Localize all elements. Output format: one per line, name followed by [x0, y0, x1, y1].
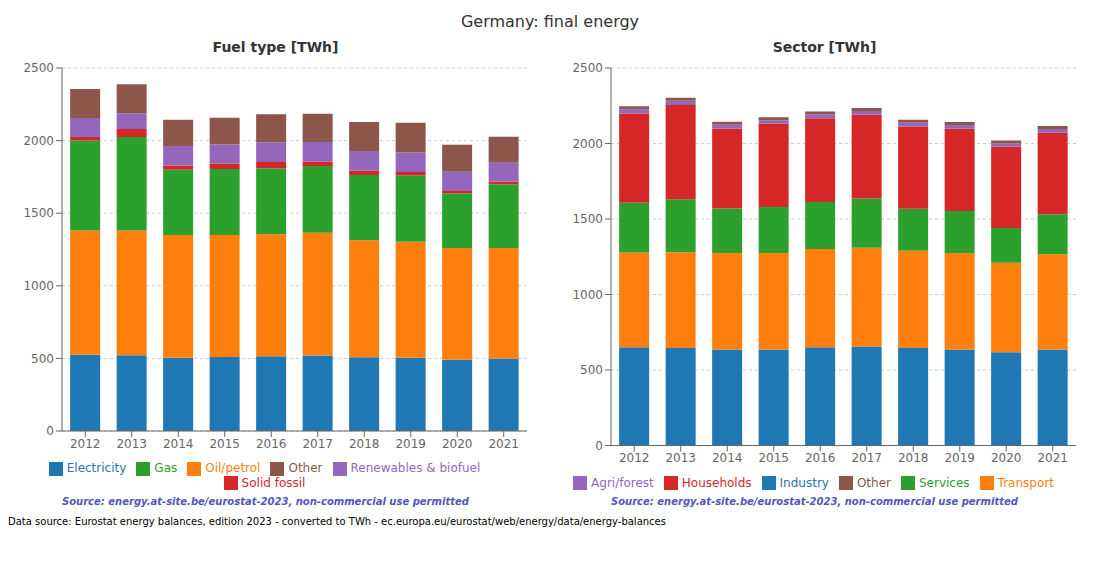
- svg-text:1000: 1000: [572, 288, 603, 302]
- svg-text:1000: 1000: [23, 279, 54, 293]
- svg-text:2500: 2500: [23, 61, 54, 75]
- html-text:Services: Services: [919, 475, 970, 490]
- svg-text:2020: 2020: [991, 451, 1022, 465]
- svg-text:2012: 2012: [619, 451, 650, 465]
- html-text:Gas: Gas: [154, 461, 178, 475]
- html-text:Transport: Transport: [997, 475, 1054, 490]
- svg-text:2017: 2017: [302, 437, 333, 451]
- svg-text:2019: 2019: [944, 451, 975, 465]
- svg-text:2015: 2015: [758, 451, 789, 465]
- html-text:Other: Other: [288, 461, 323, 475]
- svg-text:500: 500: [31, 352, 54, 366]
- html-text:Solid fossil: Solid fossil: [241, 475, 306, 490]
- svg-text:2014: 2014: [163, 437, 194, 451]
- html-text:Renewables & biofuel: Renewables & biofuel: [350, 461, 481, 475]
- svg-text:2016: 2016: [256, 437, 287, 451]
- svg-text:2016: 2016: [805, 451, 836, 465]
- svg-text:2500: 2500: [572, 61, 603, 75]
- svg-text:2015: 2015: [209, 437, 240, 451]
- html-text:Source: energy.at-site.be/euro: Source: energy.at-site.be/eurostat-2023,…: [62, 496, 469, 507]
- html-text:Sector [TWh]: Sector [TWh]: [772, 39, 877, 55]
- svg-text:500: 500: [580, 363, 603, 377]
- svg-text:2017: 2017: [851, 451, 882, 465]
- svg-text:2013: 2013: [665, 451, 696, 465]
- svg-text:1500: 1500: [572, 212, 603, 226]
- html-text:Source: energy.at-site.be/euro: Source: energy.at-site.be/eurostat-2023,…: [611, 496, 1018, 507]
- svg-text:2013: 2013: [116, 437, 147, 451]
- svg-text:2012: 2012: [70, 437, 101, 451]
- svg-text:2018: 2018: [898, 451, 929, 465]
- html-text:Industry: Industry: [779, 475, 829, 490]
- svg-text:2000: 2000: [572, 137, 603, 151]
- svg-text:2018: 2018: [349, 437, 380, 451]
- html-text:Fuel type [TWh]: Fuel type [TWh]: [212, 39, 339, 55]
- svg-text:2000: 2000: [23, 134, 54, 148]
- html-text:Germany: final energy: Germany: final energy: [460, 12, 640, 31]
- html-text:Oil/petrol: Oil/petrol: [205, 461, 261, 475]
- html-text:Electricity: Electricity: [66, 461, 127, 475]
- svg-text:0: 0: [595, 439, 603, 453]
- svg-text:0: 0: [46, 424, 54, 438]
- html-text:Households: Households: [681, 475, 752, 490]
- svg-text:2019: 2019: [395, 437, 426, 451]
- html-text:Other: Other: [856, 475, 891, 490]
- html-text:Agri/forest: Agri/forest: [591, 475, 654, 490]
- svg-text:2021: 2021: [488, 437, 519, 451]
- svg-text:2014: 2014: [712, 451, 743, 465]
- svg-text:2021: 2021: [1037, 451, 1068, 465]
- html-text:Data source: Eurostat energy b: Data source: Eurostat energy balances, e…: [8, 516, 666, 527]
- svg-text:1500: 1500: [23, 206, 54, 220]
- svg-text:2020: 2020: [442, 437, 473, 451]
